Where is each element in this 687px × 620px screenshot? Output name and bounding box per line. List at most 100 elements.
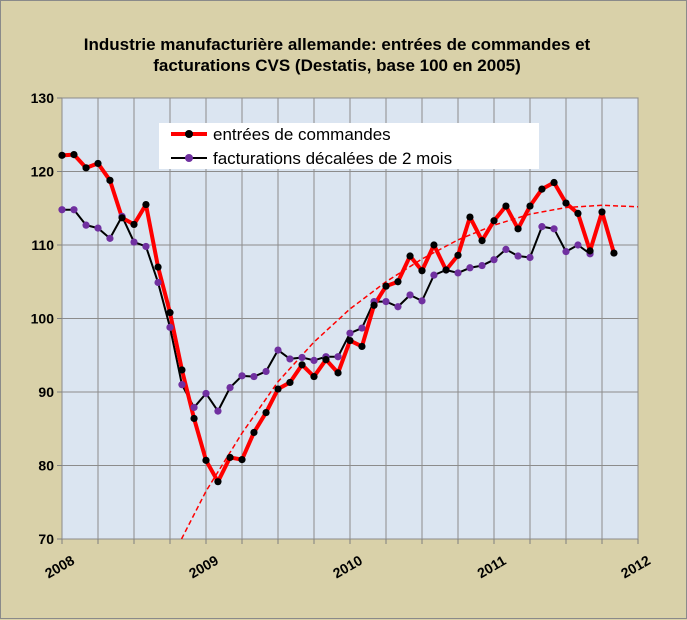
data-point-s0-1 (70, 150, 78, 159)
data-point-s0-29 (406, 252, 414, 260)
data-point-s0-20 (298, 361, 306, 369)
grid (61, 97, 639, 540)
data-point-s0-43 (574, 209, 582, 217)
data-point-s0-44 (586, 247, 594, 255)
data-point-s0-14 (226, 453, 234, 462)
data-point-s0-18 (274, 385, 282, 393)
x-tick-label: 2008 (42, 552, 77, 582)
x-tick-label: 2012 (618, 552, 653, 582)
y-tick-label: 110 (31, 237, 54, 253)
data-point-s0-12 (202, 456, 210, 464)
data-point-s1-15 (238, 372, 246, 380)
data-point-s1-14 (226, 383, 234, 392)
data-point-s1-23 (334, 353, 342, 361)
data-point-s0-41 (550, 178, 558, 187)
data-point-s1-18 (274, 346, 282, 354)
data-point-s0-21 (310, 372, 318, 381)
data-point-s1-4 (106, 234, 114, 242)
data-point-s1-12 (202, 389, 210, 398)
data-point-s0-35 (478, 236, 486, 245)
data-point-s0-11 (190, 414, 198, 423)
data-point-s1-7 (142, 242, 150, 251)
data-point-s1-16 (250, 372, 258, 381)
y-tick-label: 100 (31, 311, 55, 327)
data-point-s1-1 (70, 206, 78, 214)
data-point-s0-34 (466, 213, 474, 221)
data-point-s0-15 (238, 456, 246, 464)
data-point-s1-39 (526, 253, 534, 262)
data-point-s1-33 (454, 269, 462, 277)
data-point-s1-43 (574, 241, 582, 249)
data-point-s0-42 (562, 199, 570, 207)
data-point-s0-33 (454, 251, 462, 259)
data-point-s1-25 (358, 324, 366, 332)
data-point-s0-10 (178, 366, 186, 374)
data-point-s1-27 (382, 297, 390, 306)
data-point-s0-36 (490, 217, 498, 225)
data-point-s0-46 (610, 249, 618, 257)
x-tick-label: 2010 (330, 552, 365, 582)
data-point-s1-28 (394, 303, 402, 311)
series-layer (58, 150, 618, 486)
data-point-s1-29 (406, 291, 414, 299)
data-point-s0-40 (538, 185, 546, 193)
data-point-s0-5 (118, 214, 126, 222)
y-tick-label: 90 (38, 384, 54, 400)
data-point-s0-4 (106, 176, 114, 184)
data-point-s0-23 (334, 369, 342, 377)
data-point-s1-31 (430, 271, 438, 279)
data-point-s0-26 (370, 301, 378, 309)
data-point-s0-30 (418, 267, 426, 275)
y-tick-label: 130 (31, 90, 55, 106)
data-point-s0-19 (286, 378, 294, 387)
data-point-s1-24 (346, 329, 354, 337)
data-point-s1-8 (154, 278, 162, 287)
data-point-s0-25 (358, 342, 366, 351)
chart-title-line-1: Industrie manufacturière allemande: entr… (84, 35, 591, 54)
data-point-s1-36 (490, 256, 498, 264)
data-point-s0-37 (502, 202, 510, 210)
data-point-s0-39 (526, 202, 534, 210)
data-point-s1-9 (166, 323, 174, 331)
y-tick-label: 70 (38, 531, 54, 547)
data-point-s0-27 (382, 282, 390, 290)
data-point-s0-9 (166, 309, 174, 317)
data-point-s0-32 (442, 266, 450, 274)
data-point-s0-6 (130, 220, 138, 229)
legend-label-commandes: entrées de commandes (213, 125, 391, 144)
x-tick-label: 2009 (186, 552, 221, 582)
data-point-s0-31 (430, 241, 438, 249)
data-point-s0-24 (346, 336, 354, 345)
data-point-s0-2 (82, 164, 90, 172)
data-point-s1-19 (286, 355, 294, 363)
chart-title-line-2: facturations CVS (Destatis, base 100 en … (153, 56, 521, 75)
y-tick-label: 80 (38, 458, 54, 474)
data-point-s1-41 (550, 225, 558, 233)
legend-item-commandes: entrées de commandes (171, 125, 391, 144)
x-tick-label: 2011 (474, 552, 508, 581)
y-tick-label: 120 (31, 164, 55, 180)
data-point-s1-38 (514, 252, 522, 260)
data-point-s1-30 (418, 297, 426, 305)
data-point-s1-13 (214, 407, 222, 415)
legend-marker-commandes (185, 130, 193, 138)
legend-box (159, 123, 539, 169)
data-point-s1-0 (58, 206, 66, 214)
data-point-s1-37 (502, 245, 510, 254)
data-point-s1-20 (298, 353, 306, 362)
data-point-s0-3 (94, 159, 102, 168)
data-point-s0-13 (214, 478, 222, 486)
data-point-s1-3 (94, 224, 102, 232)
data-point-s0-17 (262, 408, 270, 417)
data-point-s0-45 (598, 208, 606, 216)
data-point-s1-40 (538, 223, 546, 231)
data-point-s1-2 (82, 221, 90, 229)
data-point-s0-38 (514, 225, 522, 233)
data-point-s1-17 (262, 367, 270, 376)
legend-item-facturations: facturations décalées de 2 mois (171, 149, 452, 168)
data-point-s0-28 (394, 278, 402, 286)
data-point-s1-11 (190, 403, 198, 412)
data-point-s0-7 (142, 200, 150, 209)
